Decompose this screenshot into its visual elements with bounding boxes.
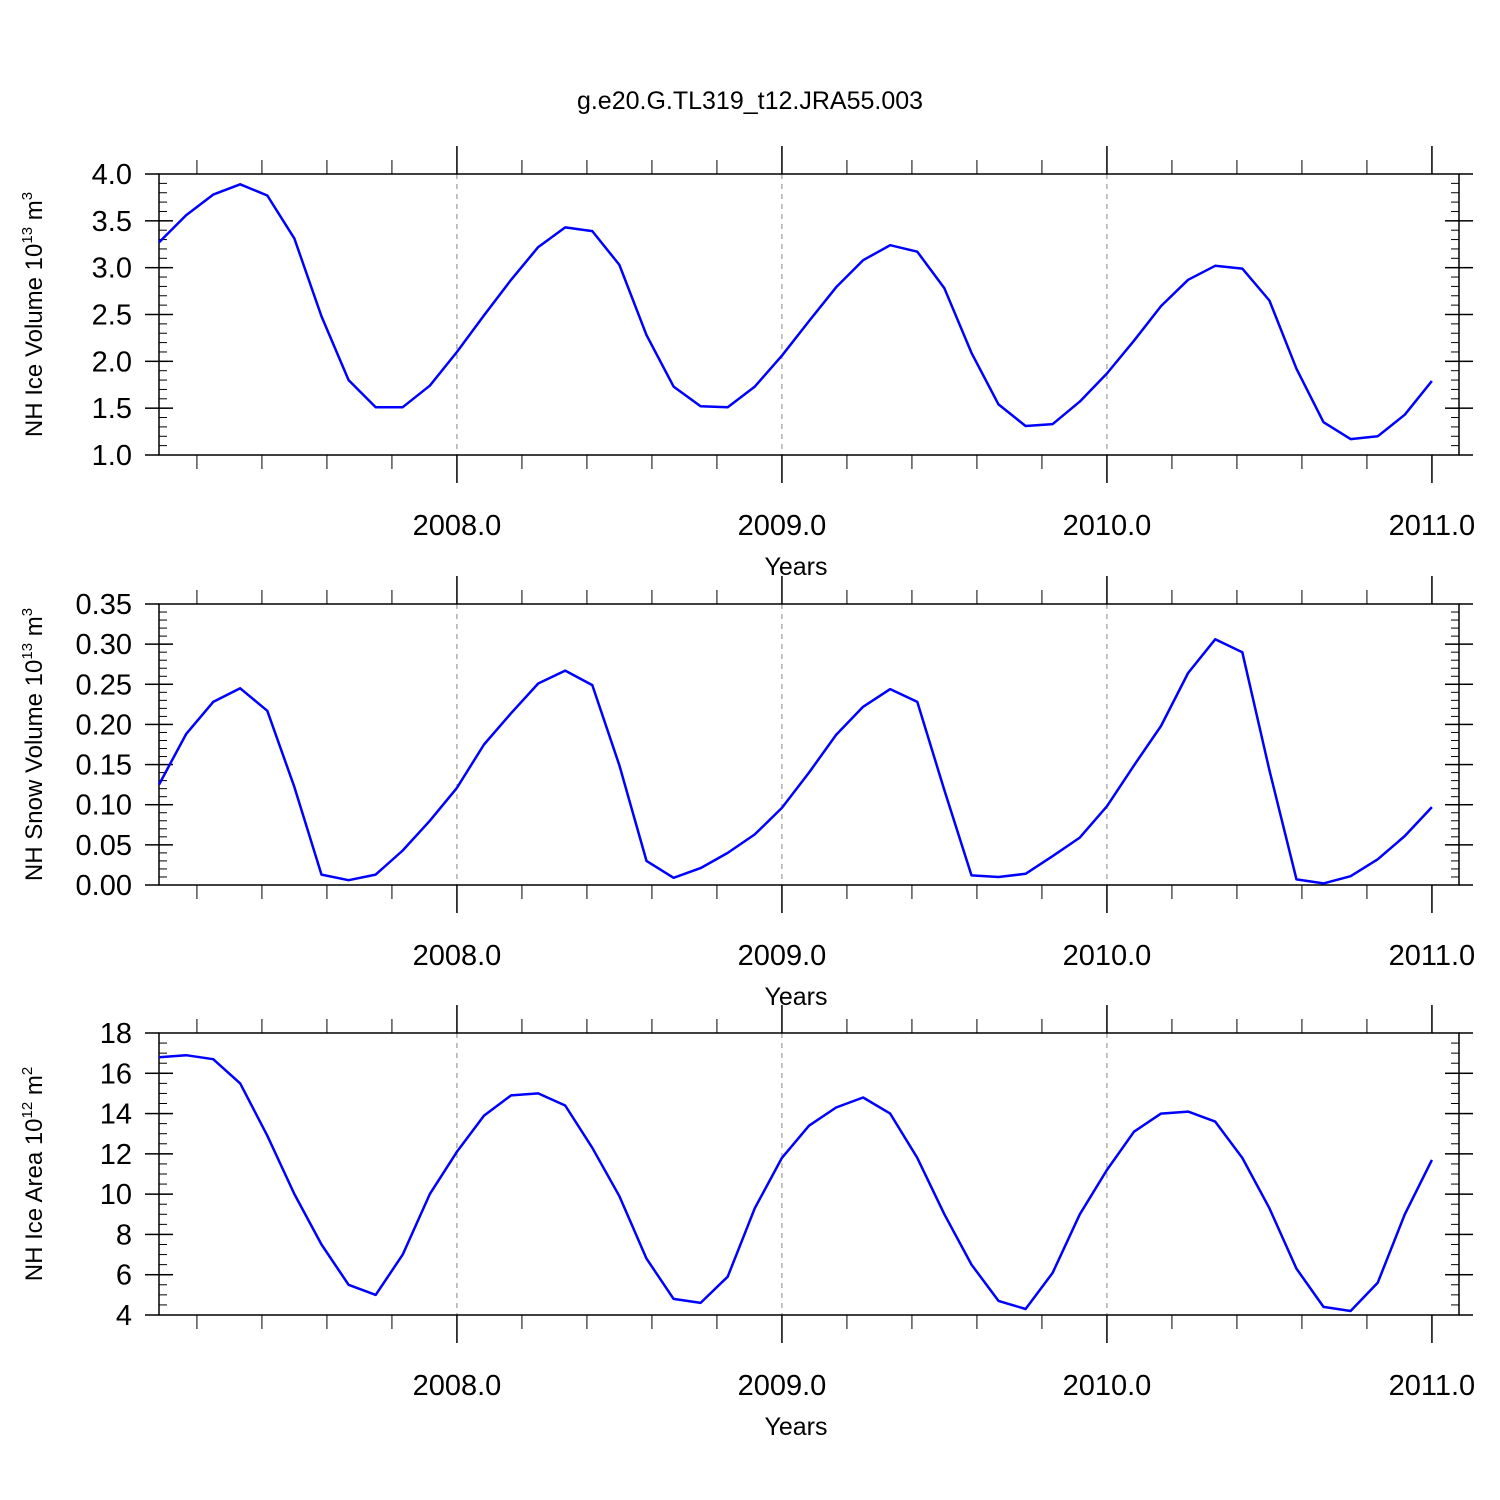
y-label-text: NH Ice Area 10: [21, 1118, 48, 1281]
plot-frame: [158, 173, 1460, 456]
x-axis-label: Years: [764, 1413, 827, 1441]
y-label-unit-exponent: 3: [19, 192, 36, 200]
x-tick-label: 2008.0: [413, 1370, 502, 1402]
y-tick-label: 4.0: [92, 159, 132, 191]
x-tick-label: 2008.0: [413, 940, 502, 972]
y-label-unit: m: [21, 1075, 48, 1102]
series-line: [158, 1053, 1434, 1313]
ice-area-panel: 4 6 8 10 12 14 16 18 2008.0 2009.0 2010.0 2011.0 Yea…: [19, 1005, 1475, 1441]
y-tick-label: 16: [100, 1058, 132, 1090]
y-label-text: NH Ice Volume 10: [21, 244, 48, 437]
y-tick-label: 0.05: [76, 830, 132, 862]
x-tick-label: 2011.0: [1389, 1370, 1476, 1402]
series-line: [158, 183, 1433, 441]
x-tick-label: 2010.0: [1063, 1370, 1152, 1402]
plot-frame: [158, 1032, 1460, 1316]
y-axis-label: NH Ice Volume 1013 m3: [19, 192, 48, 437]
x-tick-label: 2010.0: [1063, 510, 1152, 542]
x-tick-label: 2011.0: [1389, 940, 1476, 972]
x-tick-label: 2011.0: [1389, 510, 1476, 542]
x-axis-label: Years: [764, 553, 827, 581]
y-label-unit: m: [21, 200, 48, 227]
y-tick-label: 0.25: [76, 669, 132, 701]
figure-title: g.e20.G.TL319_t12.JRA55.003: [577, 87, 923, 115]
y-label-unit: m: [21, 616, 48, 643]
y-tick-label: 2.5: [92, 300, 132, 332]
y-tick-label: 8: [116, 1219, 132, 1251]
x-tick-label: 2008.0: [413, 510, 502, 542]
y-label-exponent: 12: [19, 1102, 36, 1119]
y-tick-label: 3.0: [92, 253, 132, 285]
x-tick-label: 2009.0: [738, 1370, 827, 1402]
x-tick-label: 2009.0: [738, 510, 827, 542]
y-tick-label: 0.35: [76, 589, 132, 621]
y-tick-label: 2.0: [92, 346, 132, 378]
y-tick-label: 0.10: [76, 790, 132, 822]
y-tick-label: 18: [100, 1018, 132, 1050]
x-axis-label: Years: [764, 983, 827, 1011]
y-axis-label: NH Ice Area 1012 m2: [19, 1067, 48, 1281]
y-tick-label: 6: [116, 1260, 132, 1292]
y-tick-label: 1.0: [92, 440, 132, 472]
y-tick-label: 3.5: [92, 206, 132, 238]
ice-volume-panel: 1.0 1.5 2.0 2.5 3.0 3.5 4.0 2008.0 2009.0 2010.0 2…: [19, 146, 1475, 581]
plot-frame: [158, 603, 1460, 886]
y-label-exponent: 13: [19, 643, 36, 660]
y-label-unit-exponent: 3: [19, 608, 36, 616]
y-tick-label: 12: [100, 1139, 132, 1171]
y-tick-label: 10: [100, 1179, 132, 1211]
y-tick-label: 14: [100, 1099, 132, 1131]
y-label-unit-exponent: 2: [19, 1067, 36, 1075]
y-tick-label: 0.00: [76, 870, 132, 902]
y-tick-label: 4: [116, 1300, 132, 1332]
x-tick-label: 2009.0: [738, 940, 827, 972]
y-axis-label: NH Snow Volume 1013 m3: [19, 608, 48, 881]
snow-volume-panel: 0.00 0.05 0.10 0.15 0.20 0.25 0.30 0.35 2008.0 20…: [19, 576, 1475, 1011]
x-tick-label: 2010.0: [1063, 940, 1152, 972]
y-tick-label: 0.30: [76, 629, 132, 661]
y-tick-label: 0.20: [76, 709, 132, 741]
y-tick-label: 1.5: [92, 393, 132, 425]
series-line: [157, 638, 1433, 885]
y-label-exponent: 13: [19, 227, 36, 244]
y-label-text: NH Snow Volume 10: [21, 660, 48, 881]
y-tick-label: 0.15: [76, 750, 132, 782]
